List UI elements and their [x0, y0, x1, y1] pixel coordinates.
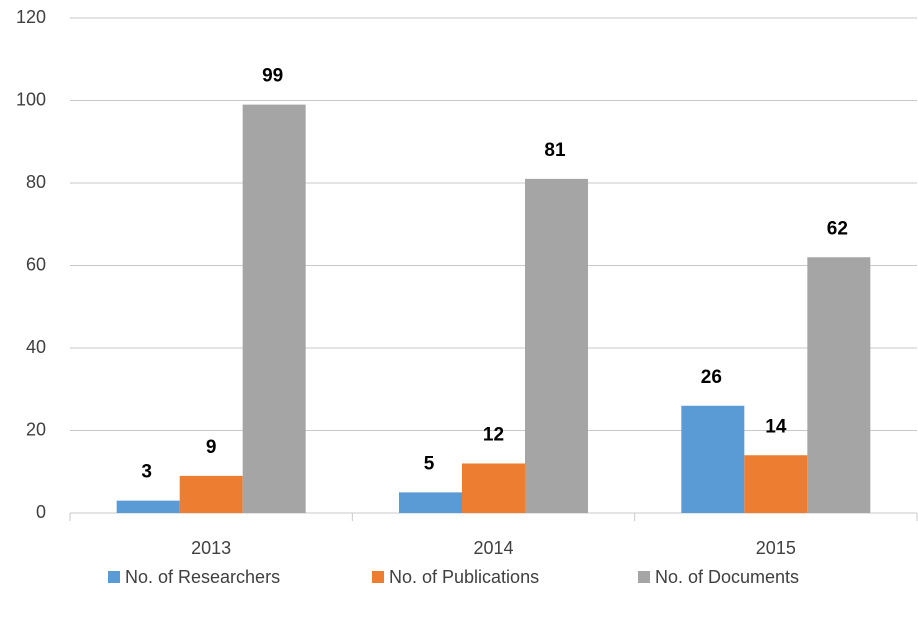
bar — [399, 492, 462, 513]
y-tick-label: 0 — [36, 502, 46, 522]
y-tick-label: 80 — [26, 172, 46, 192]
data-label: 62 — [827, 218, 848, 239]
y-tick-label: 60 — [26, 254, 46, 274]
x-tick-label: 2013 — [191, 538, 231, 558]
data-label: 26 — [701, 367, 722, 388]
x-tick-label: 2014 — [473, 538, 513, 558]
legend-label: No. of Researchers — [125, 567, 280, 587]
legend-swatch — [372, 571, 384, 583]
bar — [242, 104, 306, 513]
legend-swatch — [638, 571, 650, 583]
bar — [681, 405, 745, 513]
legend-label: No. of Documents — [655, 567, 799, 587]
data-label: 12 — [483, 425, 504, 446]
data-label: 14 — [765, 416, 787, 437]
data-label: 3 — [141, 462, 152, 483]
data-label: 99 — [262, 66, 283, 87]
bar — [179, 475, 243, 513]
bar — [525, 178, 588, 513]
y-tick-label: 20 — [26, 419, 46, 439]
y-tick-label: 40 — [26, 337, 46, 357]
data-label: 81 — [544, 140, 566, 161]
y-tick-label: 120 — [16, 7, 46, 27]
data-label: 5 — [424, 453, 435, 474]
bar — [807, 257, 871, 513]
data-label: 9 — [206, 437, 217, 458]
y-tick-label: 100 — [16, 89, 46, 109]
legend-swatch — [108, 571, 120, 583]
legend-label: No. of Publications — [389, 567, 539, 587]
x-tick-label: 2015 — [756, 538, 796, 558]
bar — [462, 463, 525, 513]
bar — [744, 455, 808, 513]
bar — [116, 500, 180, 513]
